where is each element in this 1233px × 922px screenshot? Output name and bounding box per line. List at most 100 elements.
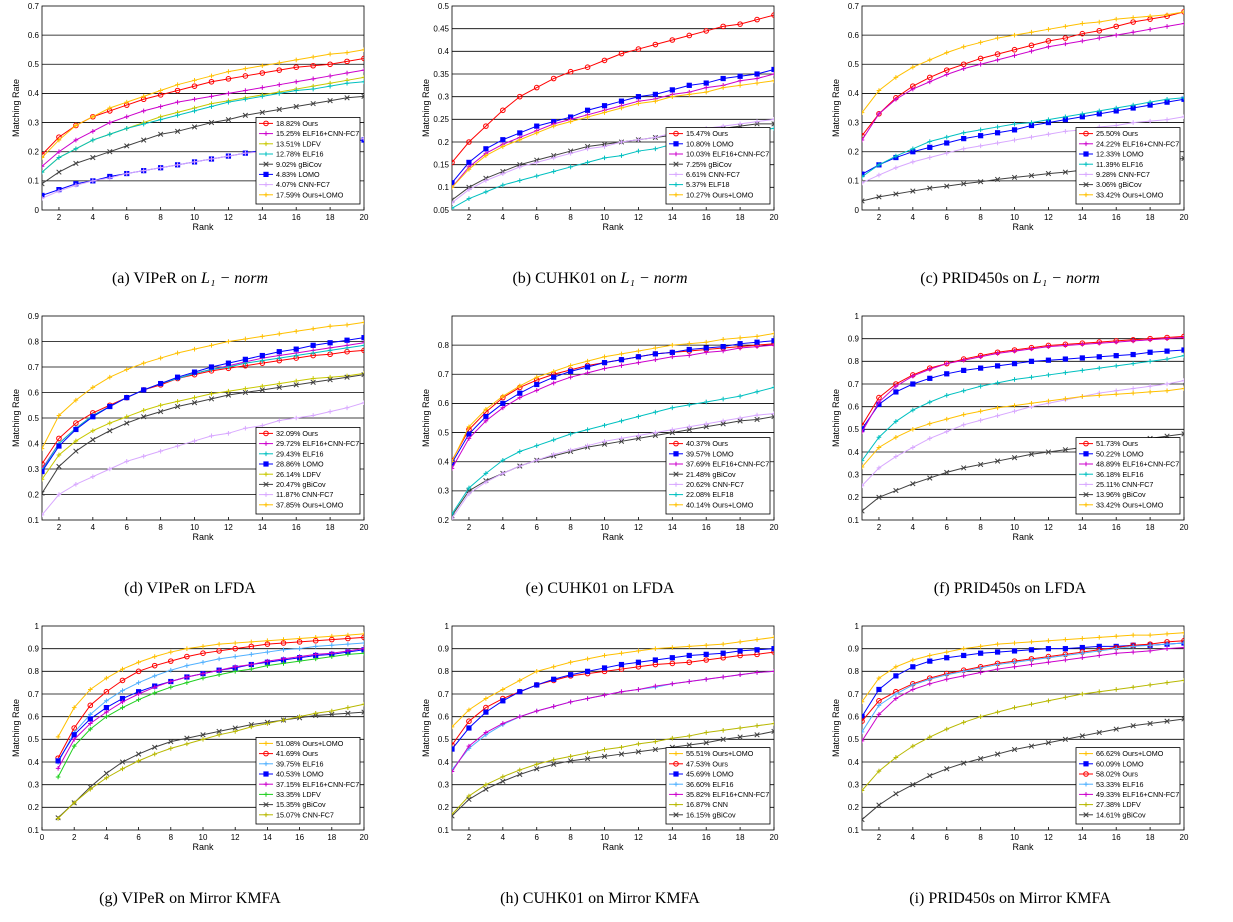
data-point	[1130, 102, 1136, 108]
data-point	[978, 665, 983, 671]
series-line	[57, 642, 364, 763]
data-point	[243, 88, 248, 93]
data-point	[345, 710, 351, 716]
data-point	[344, 405, 350, 411]
y-tick-label: 0.1	[848, 516, 860, 525]
legend-marker	[1083, 502, 1089, 508]
series-line	[452, 14, 774, 163]
data-point	[1181, 716, 1184, 722]
data-point	[754, 80, 760, 86]
data-point	[567, 758, 574, 764]
data-point	[71, 705, 77, 710]
data-point	[1062, 356, 1068, 362]
data-point	[297, 654, 302, 659]
data-point	[636, 137, 641, 143]
legend-marker	[1083, 751, 1089, 756]
data-point	[103, 688, 110, 695]
data-point	[944, 672, 950, 678]
data-point	[927, 681, 933, 687]
data-point	[1012, 32, 1017, 38]
data-point	[209, 73, 214, 79]
series-group	[55, 634, 364, 761]
data-point	[452, 180, 455, 186]
legend-marker	[673, 802, 679, 807]
series-line	[862, 380, 1184, 487]
data-point	[120, 766, 125, 772]
x-tick-label: 14	[1078, 833, 1087, 842]
y-tick-label: 0.1	[848, 826, 860, 835]
data-point	[876, 494, 882, 500]
data-point	[73, 123, 79, 128]
data-point	[1130, 684, 1136, 690]
data-point	[225, 117, 232, 123]
data-point	[90, 437, 96, 443]
data-point	[636, 648, 641, 654]
data-point	[686, 402, 692, 408]
data-point	[862, 738, 865, 744]
data-point	[313, 710, 318, 716]
data-point	[158, 117, 163, 122]
data-point	[910, 782, 916, 788]
data-point	[703, 89, 709, 95]
data-point	[71, 743, 77, 749]
data-point	[107, 175, 113, 181]
data-point	[944, 393, 950, 398]
data-point	[483, 413, 489, 420]
data-point	[184, 653, 190, 660]
data-point	[265, 658, 270, 664]
x-tick-label: 20	[770, 833, 779, 842]
legend-entry: 39.57% LOMO	[686, 449, 734, 458]
data-point	[191, 83, 198, 89]
data-point	[910, 373, 916, 379]
data-point	[191, 124, 198, 130]
data-point	[893, 191, 899, 197]
data-point	[90, 154, 96, 161]
data-point	[1113, 353, 1119, 359]
data-point	[517, 178, 523, 183]
data-point	[944, 649, 950, 655]
data-point	[568, 699, 573, 705]
data-point	[944, 140, 950, 146]
data-point	[297, 658, 302, 664]
data-point	[1011, 46, 1018, 53]
x-axis-title: Rank	[602, 842, 624, 852]
data-point	[862, 718, 865, 724]
data-point	[601, 360, 608, 366]
data-point	[344, 50, 350, 55]
legend-entry: 18.82% Ours	[276, 119, 318, 128]
y-tick-label: 0.1	[438, 183, 450, 192]
caption-prefix: (e)	[525, 580, 548, 597]
y-tick-label: 0.3	[848, 118, 860, 127]
x-tick-label: 16	[292, 523, 301, 532]
data-point	[192, 96, 197, 102]
caption-prefix: (i)	[909, 890, 929, 907]
data-point	[636, 433, 641, 438]
data-point	[944, 469, 950, 476]
data-point	[73, 420, 79, 426]
legend-entry: 14.61% gBiCov	[1096, 810, 1146, 819]
data-point	[1046, 344, 1051, 349]
x-tick-label: 18	[1146, 213, 1155, 222]
data-point	[141, 408, 146, 413]
data-point	[293, 346, 299, 352]
data-point	[551, 757, 556, 763]
data-point	[42, 196, 45, 201]
caption-text: CUHK01 on Mirror KMFA	[522, 890, 700, 907]
data-point	[1181, 353, 1184, 358]
data-point	[771, 338, 774, 344]
data-point	[466, 436, 472, 441]
data-point	[893, 389, 899, 395]
series-line	[42, 81, 364, 173]
data-point	[585, 656, 590, 662]
data-point	[703, 676, 709, 682]
data-point	[1012, 53, 1017, 58]
series-group	[862, 645, 1184, 744]
x-tick-label: 20	[770, 523, 779, 532]
data-point	[1130, 632, 1136, 638]
data-point	[175, 162, 180, 168]
data-point	[500, 698, 506, 704]
data-point	[500, 721, 506, 726]
data-point	[281, 647, 286, 653]
legend-entry: 53.33% ELF16	[1096, 780, 1144, 789]
